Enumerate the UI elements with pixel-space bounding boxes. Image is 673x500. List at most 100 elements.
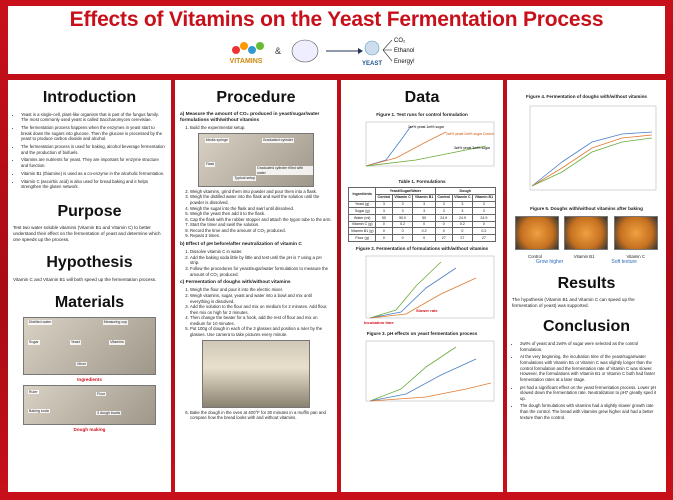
title-banner: Effects of Vitamins on the Yeast Ferment…: [8, 6, 665, 74]
column-2: Procedure a) Measure the amount of CO₂ p…: [175, 80, 337, 492]
poster-title: Effects of Vitamins on the Yeast Ferment…: [69, 8, 604, 31]
table-cell: 0: [375, 220, 393, 229]
photo-label: Graduated cylinder: [261, 138, 295, 143]
chart-annotation: Incubation time: [364, 320, 394, 325]
table-cell: Vitamin B1 (g): [348, 227, 377, 235]
table-cell: 0.2: [412, 227, 436, 235]
note: Grow higher: [536, 259, 564, 266]
bullet: Vitamin B1 (thiamine) is used as a co-en…: [21, 171, 166, 177]
step: Add the solution to the flour and mix on…: [190, 304, 332, 315]
table-cell: 0.2: [472, 227, 496, 235]
table-cell: 24.9: [434, 214, 453, 222]
materials-photo: Ruler Baking soda Flour 3 dough bowls: [23, 384, 156, 425]
step-list: Build the experimental setup.: [180, 125, 332, 131]
step: Start the timer and swirl the solution.: [190, 222, 332, 228]
table-cell: 0: [434, 227, 453, 235]
step: Weigh vitamins, sugar, yeast and water i…: [190, 293, 332, 304]
table-row: Flour (g) 0 0 0 27 27 27: [348, 234, 496, 242]
table-cell: 3: [391, 200, 414, 209]
table-cell: 50: [375, 214, 393, 222]
table-cell: Vitamin C (g): [348, 220, 377, 229]
figure-4-chart: [529, 105, 657, 191]
step: Weigh vitamins, grind them into powder a…: [190, 189, 332, 195]
table-cell: 3: [472, 207, 496, 215]
setup-photo: Media syringe Graduated cylinder Flask Typi…: [198, 132, 314, 187]
step-list: Bake the dough in the oven at 400°F for …: [180, 410, 332, 421]
heading: Conclusion: [542, 318, 631, 336]
table-cell: 3: [434, 207, 453, 215]
and-sign: &: [275, 46, 281, 56]
figure-caption: Figure 4. Fermentation of doughs with/wi…: [526, 94, 647, 99]
paragraph: Vitamin C and Vitamin B1 will both speed…: [13, 277, 157, 283]
table-header: Control: [434, 194, 453, 202]
subheading: b) Effect of pH before/after neutralizat…: [180, 242, 302, 248]
table-row: Ingredients Yeast/Sugar/Water Dough: [348, 187, 496, 202]
table-row: Water (ml) 50 50.0 50 24.9 24.9 24.9: [348, 214, 496, 222]
table-cell: 0: [472, 220, 496, 229]
table-cell: 50: [412, 214, 436, 222]
table-header: Vitamin B1: [472, 194, 496, 202]
chart-label: 2wt% yeast 2wt% sugar Control: [446, 132, 494, 136]
step: Weigh the flour and pour it into the ele…: [190, 287, 332, 293]
photo-label: Flask: [204, 162, 216, 168]
table-cell: 24.9: [451, 214, 474, 222]
table-header: Yeast/Sugar/Water: [375, 187, 436, 195]
chart-annotation: Slower rate: [416, 308, 438, 313]
chart-label: 1wt% yeast 1wt% sugar: [408, 125, 445, 129]
bullet-list: Yeast is a single-cell, plant-like organ…: [13, 112, 166, 190]
bullet: pH had a significant effect on the yeast…: [520, 385, 661, 402]
table-cell: 3: [451, 207, 474, 215]
bullet: Yeast is a single-cell, plant-like organ…: [21, 112, 166, 123]
formulation-table: Ingredients Yeast/Sugar/Water Dough Control…: [348, 187, 496, 242]
bread-photo: [614, 215, 659, 250]
photo-label: Distilled water: [27, 320, 53, 325]
step: Then change the beater for a hook, add t…: [190, 315, 332, 326]
table-cell: 50.0: [391, 214, 414, 222]
figure-caption: Figure 1. Test runs for control formulat…: [376, 111, 468, 117]
product: Ethanol: [394, 48, 414, 54]
heading: Hypothesis: [46, 254, 133, 272]
bullet-list: 2wt% of yeast and 2wt% of sugar were sel…: [512, 341, 661, 420]
bullet: The dough formulations with vitamins had…: [520, 403, 661, 420]
table-cell: 27: [451, 234, 474, 242]
photo-label: Sugar: [27, 340, 40, 345]
caption: Ingredients: [77, 376, 102, 382]
step: Cap the flask with the rubber stopper an…: [190, 217, 332, 223]
table-cell: 0: [434, 220, 453, 229]
bullet: Vitamin C (ascorbic acid) is also used f…: [21, 179, 166, 190]
table-header: Vitamin C: [451, 194, 474, 202]
header-graphic: VITAMINS & YEAST CO₂ Ethanol Energy!: [230, 38, 415, 67]
step: Dissolve vitamin C in water.: [190, 249, 332, 255]
table-header: Vitamin C: [391, 194, 414, 202]
table-cell: 27: [472, 234, 496, 242]
subheading: a) Measure the amount of CO₂ produced in…: [180, 111, 320, 124]
table-cell: 3: [375, 200, 393, 209]
table-cell: 3: [391, 207, 414, 215]
table-cell: 0: [412, 220, 436, 229]
figure-caption: Figure 5. Doughs with/without vitamins a…: [530, 205, 643, 211]
product: Energy!: [394, 59, 415, 65]
photo-label: Vitamins: [109, 340, 125, 345]
table-cell: 27: [434, 234, 453, 242]
column-4: Figure 4. Fermentation of doughs with/wi…: [507, 80, 666, 492]
step: Weigh the sugar into the flask and swirl…: [190, 206, 332, 212]
photo-label: Baking soda: [27, 408, 50, 414]
photo-label: Mixer: [76, 361, 88, 367]
table-cell: 0: [391, 234, 414, 242]
vitamins-label: VITAMINS: [230, 58, 263, 65]
step: Follow the procedures for yeast/sugar/wa…: [190, 266, 332, 277]
bread-labels: Control Vitamin B1 Vitamin C: [512, 254, 661, 260]
paragraph: The hypothesis (Vitamin B1 and Vitamin C…: [512, 297, 635, 309]
bread-label: Vitamin B1: [573, 253, 595, 259]
table-cell: 24.9: [472, 214, 496, 222]
table-cell: 0.2: [451, 220, 474, 229]
table-cell: 0: [375, 234, 393, 242]
table-cell: Yeast (g): [348, 200, 377, 209]
paragraph: Test two water soluble vitamins (Vitamin…: [13, 225, 161, 243]
photo-label: Ruler: [27, 389, 39, 395]
heading: Results: [557, 274, 616, 292]
photo-label: Flour: [96, 391, 107, 397]
